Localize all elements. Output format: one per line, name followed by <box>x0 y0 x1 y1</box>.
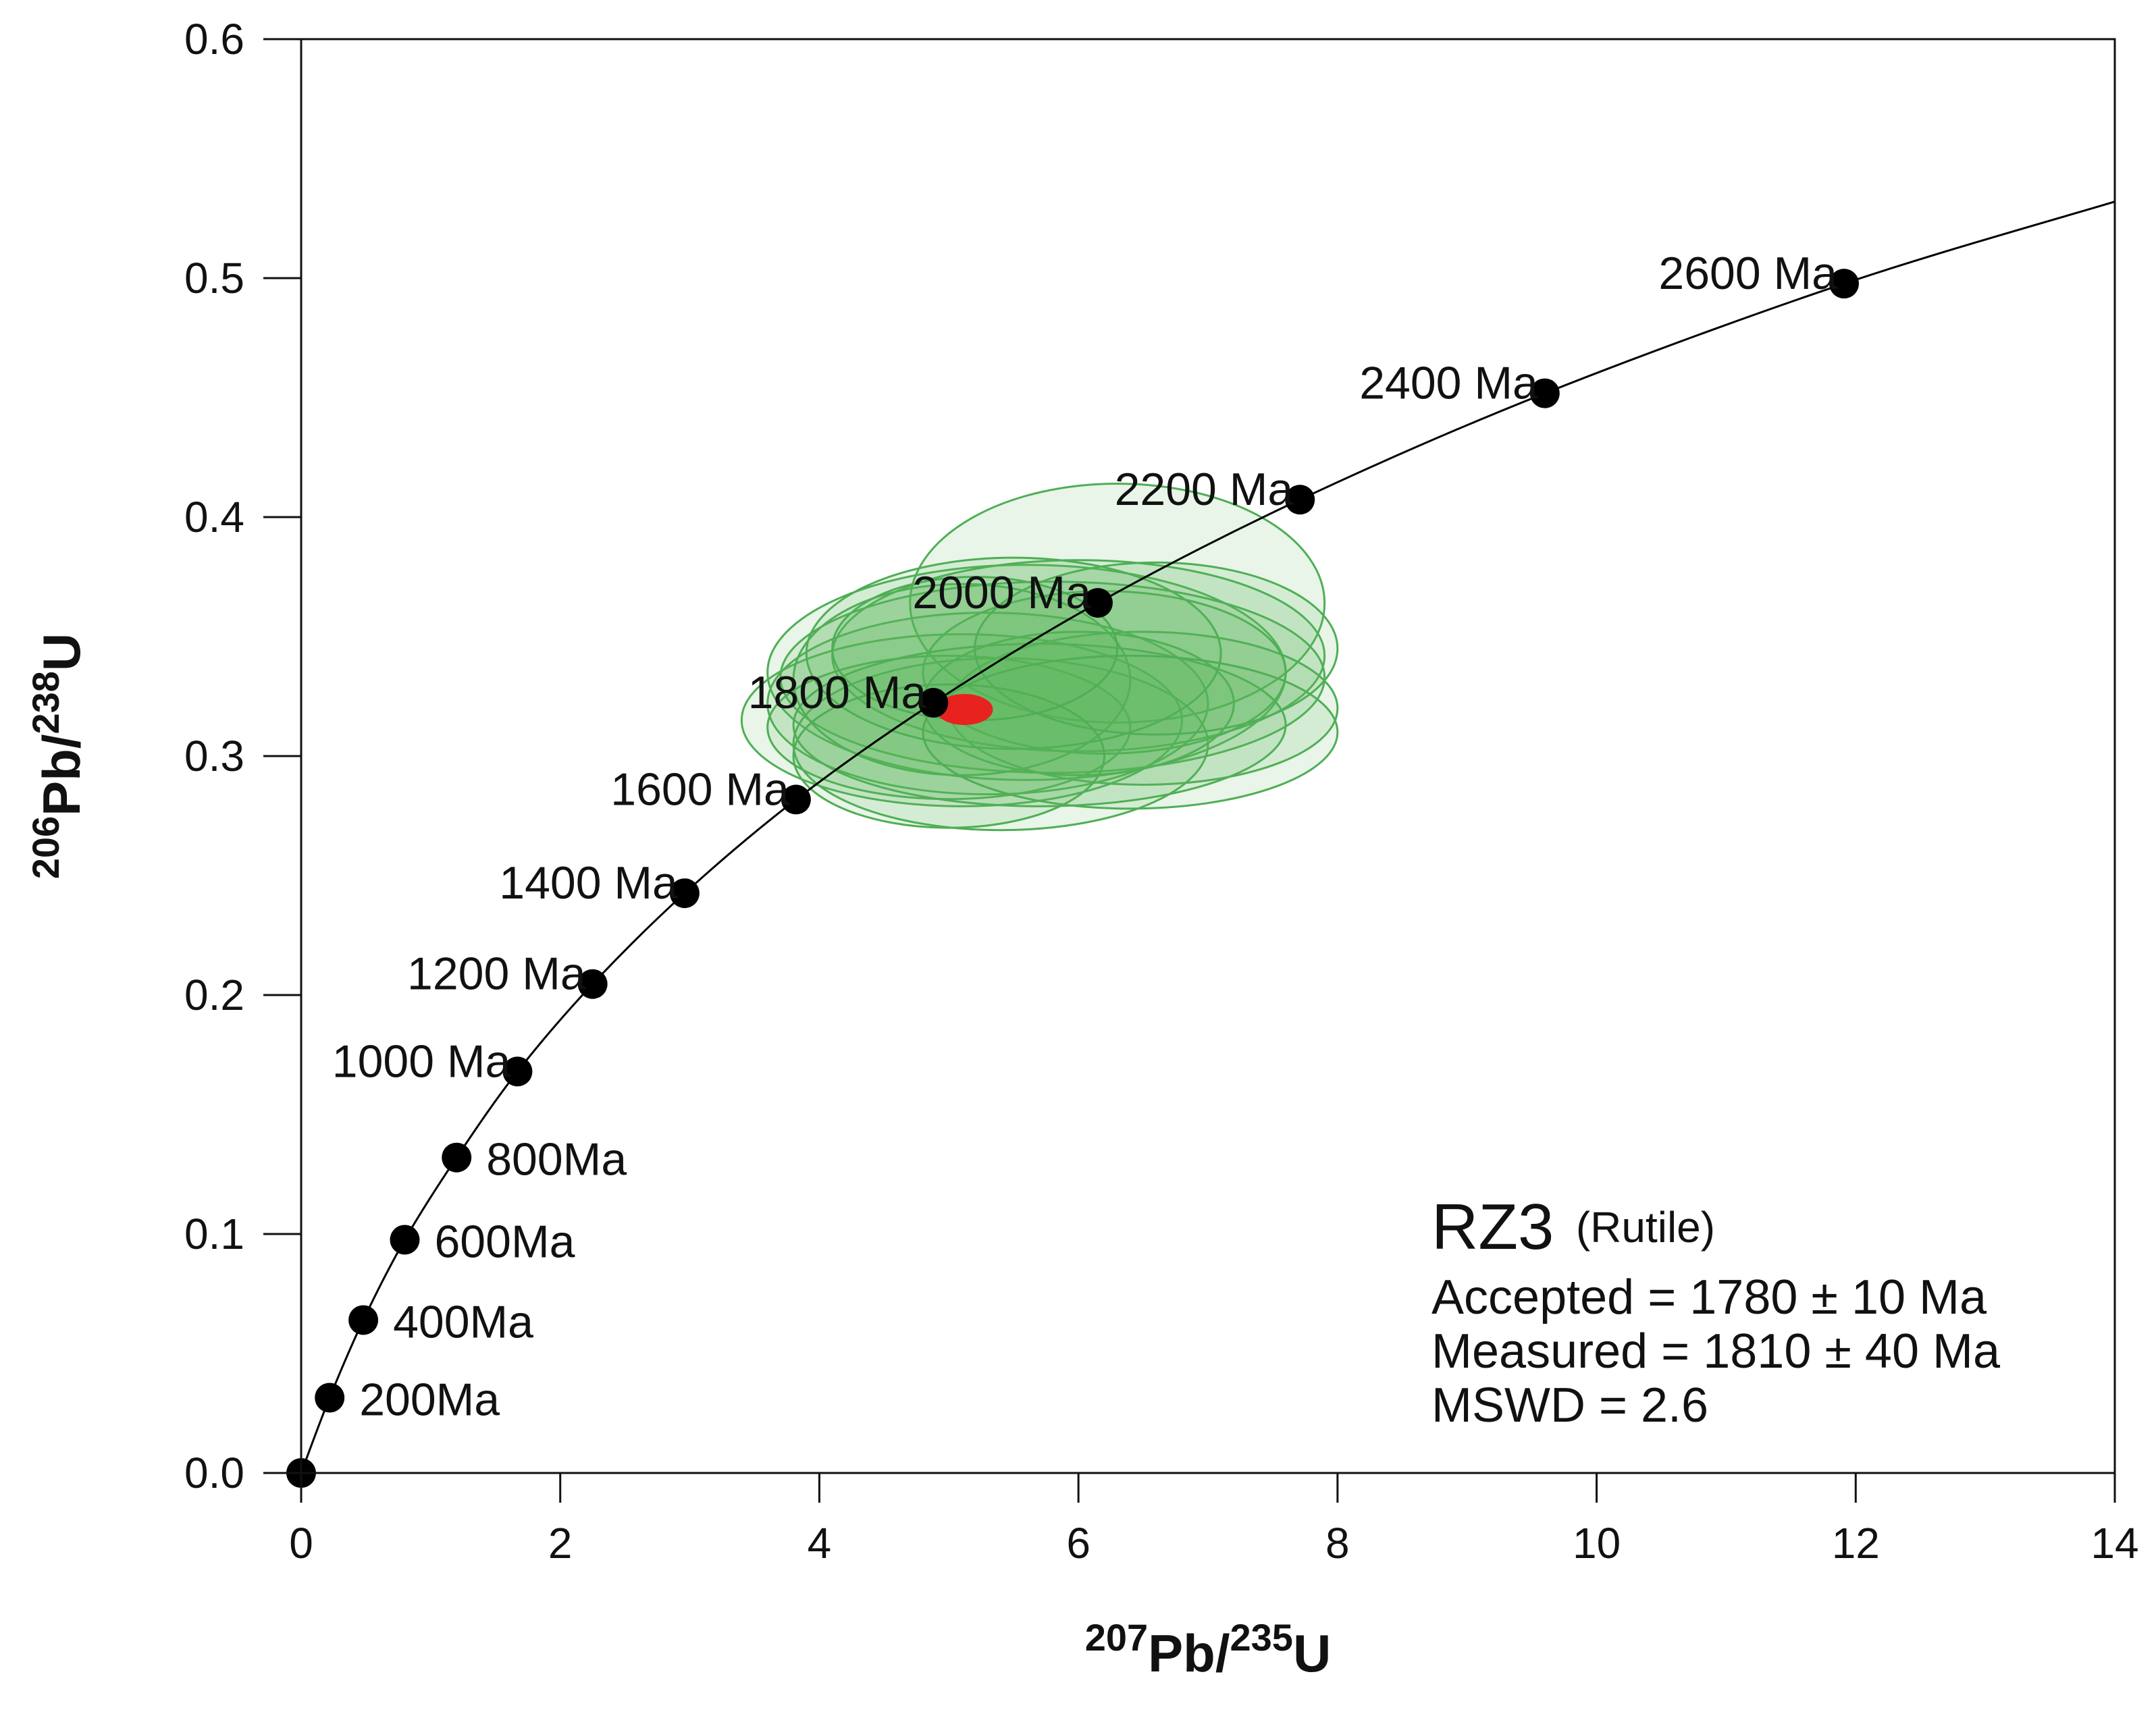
x-tick-label: 4 <box>808 1519 832 1567</box>
x-tick-label: 8 <box>1325 1519 1350 1567</box>
sample-mineral: (Rutile) <box>1576 1203 1715 1252</box>
error-ellipse <box>779 581 1326 774</box>
age-label-2400: 2400 Ma <box>1359 358 1538 409</box>
y-tick-label: 0.4 <box>184 493 244 541</box>
accepted-age: Accepted = 1780 ± 10 Ma <box>1431 1270 1987 1324</box>
y-tick-label: 0.6 <box>184 15 244 63</box>
age-point-1000 <box>502 1056 533 1087</box>
age-label-1000: 1000 Ma <box>332 1036 511 1087</box>
age-label-1400: 1400 Ma <box>499 857 678 909</box>
age-label-600: 600Ma <box>434 1216 575 1267</box>
age-label-1800: 1800 Ma <box>748 667 927 718</box>
age-point-2200 <box>1285 485 1315 515</box>
x-axis-title: 207Pb/235U <box>1085 1616 1332 1684</box>
age-label-1200: 1200 Ma <box>407 948 586 1000</box>
age-label-2000: 2000 Ma <box>912 567 1091 618</box>
concordia-age-points <box>286 269 1860 1488</box>
error-ellipse <box>922 654 1339 810</box>
svg-text:RZ3 (Rutile): RZ3 (Rutile) <box>1431 1191 1715 1263</box>
axes: 0 2 4 6 8 10 12 14 0.0 0.1 0.2 0.3 0.4 0.5 0.6 <box>184 15 2139 1567</box>
x-tick-label: 10 <box>1573 1519 1621 1567</box>
age-point-2000 <box>1082 588 1113 618</box>
age-label-800: 800Ma <box>486 1134 627 1185</box>
y-tick-label: 0.5 <box>184 254 244 302</box>
age-point-1400 <box>669 878 700 909</box>
age-point-2400 <box>1529 378 1560 408</box>
age-point-1600 <box>781 784 811 815</box>
age-label-1600: 1600 Ma <box>610 763 789 815</box>
error-ellipse <box>792 683 1106 829</box>
error-ellipse <box>792 643 1287 807</box>
sample-name: RZ3 <box>1431 1191 1554 1263</box>
mean-age-ellipse <box>936 693 993 725</box>
age-label-2600: 2600 Ma <box>1658 248 1837 299</box>
age-label-2200: 2200 Ma <box>1115 464 1294 515</box>
y-axis-title: 206Pb/238U <box>24 633 92 880</box>
y-tick-label: 0.2 <box>184 971 244 1019</box>
x-tick-label: 2 <box>548 1519 573 1567</box>
error-ellipse <box>766 654 1132 801</box>
age-label-400: 400Ma <box>393 1296 533 1347</box>
age-point-1800 <box>918 688 949 718</box>
age-point-800 <box>442 1142 472 1173</box>
error-ellipse <box>805 556 1222 750</box>
mswd-value: MSWD = 2.6 <box>1431 1378 1708 1432</box>
y-tick-label: 0.0 <box>184 1449 244 1497</box>
age-point-2600 <box>1829 269 1860 299</box>
error-ellipses <box>740 482 1339 832</box>
age-point-400 <box>348 1305 379 1335</box>
concordia-age-labels: 200Ma 400Ma 600Ma 800Ma 1000 Ma 1200 Ma 1400 M… <box>332 248 1837 1425</box>
error-ellipse <box>974 561 1339 736</box>
x-tick-label: 14 <box>2091 1519 2138 1567</box>
age-point-200 <box>315 1383 345 1413</box>
age-point-600 <box>390 1225 420 1255</box>
x-tick-label: 12 <box>1832 1519 1880 1567</box>
x-tick-label: 6 <box>1066 1519 1090 1567</box>
y-tick-label: 0.1 <box>184 1210 244 1258</box>
x-tick-label: 0 <box>289 1519 313 1567</box>
sample-annotation: RZ3 (Rutile) Accepted = 1780 ± 10 Ma Mea… <box>1431 1191 2001 1432</box>
y-tick-label: 0.3 <box>184 732 244 780</box>
measured-age: Measured = 1810 ± 40 Ma <box>1431 1324 2001 1378</box>
age-label-200: 200Ma <box>359 1374 500 1425</box>
age-point-1200 <box>577 969 608 999</box>
